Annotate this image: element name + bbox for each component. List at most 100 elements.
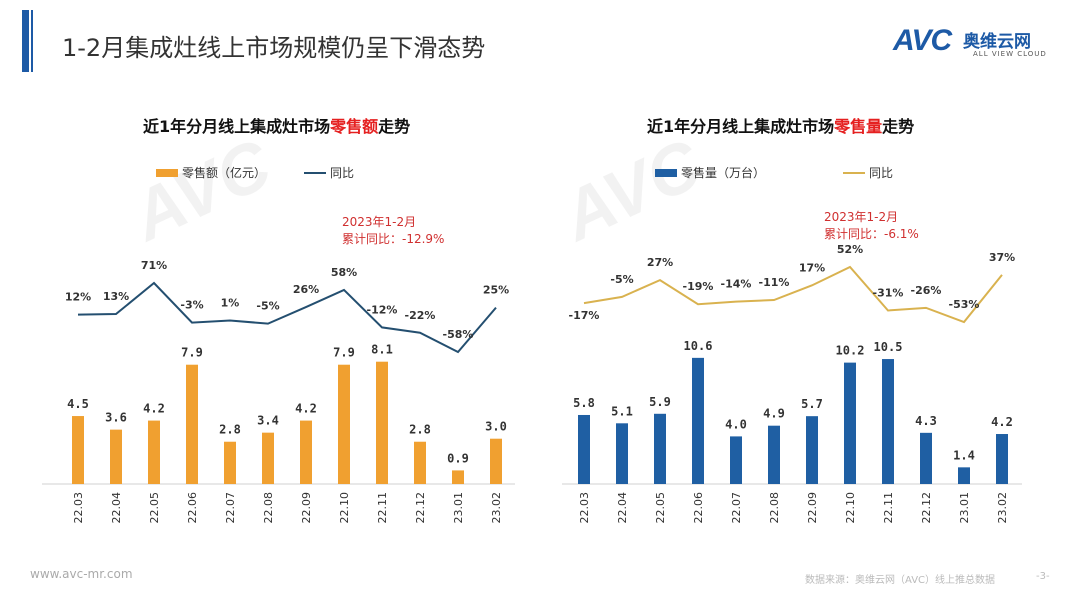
legend-label: 零售量（万台） bbox=[681, 166, 766, 180]
bar bbox=[414, 441, 426, 484]
bar-label: 4.5 bbox=[67, 397, 89, 411]
bar-label: 4.2 bbox=[295, 402, 317, 416]
avc-logo: AVC 奥维云网 ALL VIEW CLOUD bbox=[893, 24, 1063, 64]
line-label: -11% bbox=[759, 276, 790, 289]
line-label: 58% bbox=[331, 266, 357, 279]
line-label: -12% bbox=[367, 303, 398, 316]
legend-label: 同比 bbox=[869, 166, 894, 180]
bar-label: 5.9 bbox=[649, 395, 671, 409]
footer-source: 数据来源：奥维云网（AVC）线上推总数据 bbox=[805, 575, 996, 586]
title-part: 走势 bbox=[378, 117, 411, 136]
bar-label: 4.9 bbox=[763, 407, 785, 421]
line-label: -14% bbox=[721, 278, 752, 291]
line-label: 71% bbox=[141, 259, 167, 272]
line-label: 27% bbox=[647, 256, 673, 269]
tick-label: 22.03 bbox=[72, 492, 85, 524]
bar-label: 10.5 bbox=[874, 340, 903, 354]
bar bbox=[490, 438, 502, 484]
legend-item-line: 同比 bbox=[843, 164, 893, 181]
tick-label: 23.02 bbox=[996, 492, 1009, 524]
page-number: -3- bbox=[1036, 571, 1050, 582]
line-label: -53% bbox=[949, 298, 980, 311]
bar-label: 4.2 bbox=[991, 415, 1013, 429]
title-accent-bar bbox=[22, 10, 29, 72]
line-label: 25% bbox=[483, 284, 509, 297]
tick-label: 22.12 bbox=[920, 492, 933, 524]
chart-title-sales-volume: 近1年分月线上集成灶市场零售量走势 bbox=[647, 113, 914, 137]
title-part: 近1年分月线上集成灶市场 bbox=[143, 117, 331, 136]
bar bbox=[768, 425, 780, 484]
line-label: -17% bbox=[569, 309, 600, 322]
bar-label: 3.4 bbox=[257, 414, 279, 428]
tick-label: 22.09 bbox=[300, 492, 313, 524]
legend-swatch bbox=[655, 168, 677, 177]
legend-item-bar: 零售额（亿元） bbox=[156, 164, 266, 181]
tick-label: 22.07 bbox=[224, 492, 237, 524]
bar bbox=[148, 420, 160, 484]
line-series bbox=[583, 265, 1003, 324]
bar-label: 10.2 bbox=[836, 344, 865, 358]
tick-label: 22.12 bbox=[414, 492, 427, 524]
chart-title-sales-value: 近1年分月线上集成灶市场零售额走势 bbox=[143, 113, 410, 137]
bar bbox=[452, 470, 464, 484]
bar bbox=[730, 436, 742, 484]
tick-label: 22.11 bbox=[376, 492, 389, 524]
logo-cn: 奥维云网 bbox=[963, 32, 1031, 52]
line-label: -19% bbox=[683, 280, 714, 293]
annotation-left: 2023年1-2月 累计同比：-12.9% bbox=[342, 215, 445, 246]
legend-right: 零售量（万台） 同比 bbox=[655, 164, 893, 181]
bar-label: 2.8 bbox=[219, 423, 241, 437]
bar-label: 5.8 bbox=[573, 396, 595, 410]
bar bbox=[692, 357, 704, 484]
line-label: -5% bbox=[610, 273, 633, 286]
line-label: -31% bbox=[873, 286, 904, 299]
bar bbox=[262, 432, 274, 484]
line-label: 1% bbox=[221, 296, 240, 309]
bar-label: 4.3 bbox=[915, 414, 937, 428]
title-accent-line bbox=[31, 10, 33, 72]
tick-label: 23.01 bbox=[452, 492, 465, 524]
annotation-right: 2023年1-2月 累计同比：-6.1% bbox=[824, 210, 919, 241]
tick-label: 22.08 bbox=[768, 492, 781, 524]
legend-item-bar: 零售量（万台） bbox=[655, 164, 765, 181]
bar bbox=[958, 467, 970, 484]
bar-label: 10.6 bbox=[684, 339, 713, 353]
bar-label: 2.8 bbox=[409, 423, 431, 437]
line-label: 52% bbox=[837, 243, 863, 256]
bar-label: 1.4 bbox=[953, 448, 975, 462]
bar bbox=[616, 423, 628, 484]
bar-label: 4.0 bbox=[725, 417, 747, 431]
legend-label: 零售额（亿元） bbox=[182, 166, 267, 180]
line-label: 37% bbox=[989, 251, 1015, 264]
line-label: -5% bbox=[256, 300, 279, 313]
line-series bbox=[77, 281, 497, 354]
legend-swatch bbox=[843, 171, 866, 174]
tick-label: 23.01 bbox=[958, 492, 971, 524]
tick-label: 22.10 bbox=[844, 492, 857, 524]
bar-label: 0.9 bbox=[447, 451, 469, 465]
line-label: -22% bbox=[405, 309, 436, 322]
title-part: 近1年分月线上集成灶市场 bbox=[647, 117, 835, 136]
line-label: 13% bbox=[103, 290, 129, 303]
bar-label: 3.6 bbox=[105, 411, 127, 425]
tick-label: 22.07 bbox=[730, 492, 743, 524]
title-part: 走势 bbox=[882, 117, 915, 136]
legend-label: 同比 bbox=[330, 166, 355, 180]
line-label: -3% bbox=[180, 299, 203, 312]
bar-label: 5.1 bbox=[611, 404, 633, 418]
tick-label: 22.05 bbox=[654, 492, 667, 524]
logo-mark: AVC bbox=[893, 24, 952, 57]
bar-label: 7.9 bbox=[181, 346, 203, 360]
tick-label: 22.06 bbox=[692, 492, 705, 524]
bar bbox=[224, 441, 236, 484]
bar bbox=[376, 361, 388, 484]
bar bbox=[920, 432, 932, 484]
tick-label: 22.11 bbox=[882, 492, 895, 524]
logo-en: ALL VIEW CLOUD bbox=[973, 50, 1047, 58]
bar-label: 8.1 bbox=[371, 343, 393, 357]
legend-item-line: 同比 bbox=[304, 164, 354, 181]
footer-url[interactable]: www.avc-mr.com bbox=[30, 567, 133, 581]
bar bbox=[806, 416, 818, 484]
bar bbox=[578, 414, 590, 484]
